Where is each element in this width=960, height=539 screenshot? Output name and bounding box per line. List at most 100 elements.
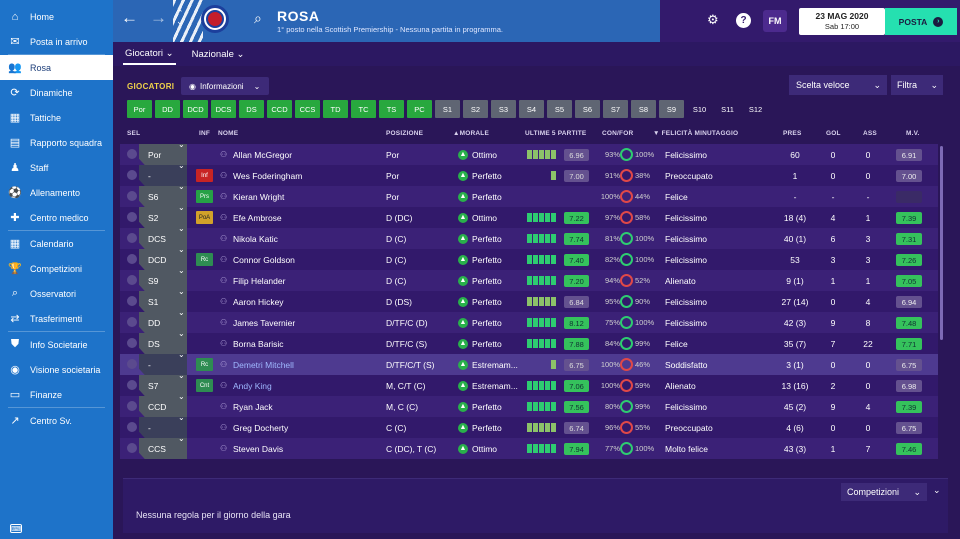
position-chip-s8[interactable]: S8 [631, 100, 656, 118]
forward-arrow-icon[interactable]: → [150, 8, 167, 27]
col-ultime[interactable]: ULTIME 5 PARTITE [525, 130, 587, 137]
selection-dropdown[interactable]: DCS [139, 228, 187, 249]
selection-dropdown[interactable]: S6 [139, 186, 187, 207]
sidebar-item-rosa[interactable]: 👥 Rosa [0, 55, 113, 80]
position-chip-s12[interactable]: S12 [748, 104, 763, 114]
selection-dropdown[interactable]: S2 [139, 207, 187, 228]
sidebar-item-visione-societaria[interactable]: ◉ Visione societaria [0, 357, 113, 382]
select-checkbox[interactable] [127, 275, 137, 285]
table-scrollbar[interactable] [940, 146, 943, 340]
table-row[interactable]: S6⌄Prs⚇Kieran WrightPor▲Perfetto100%44%F… [120, 182, 938, 207]
sidebar-item-staff[interactable]: ♟ Staff [0, 155, 113, 180]
position-chip-ds[interactable]: DS [239, 100, 264, 118]
select-checkbox[interactable] [127, 401, 137, 411]
player-name[interactable]: Wes Foderingham [233, 170, 303, 181]
position-chip-td[interactable]: TD [323, 100, 348, 118]
filter-button[interactable]: Filtra ⌄ [891, 75, 943, 95]
col-mv[interactable]: M.V. [906, 130, 920, 137]
col-nome[interactable]: NOME [218, 130, 239, 137]
sidebar-item-competizioni[interactable]: 🏆 Competizioni [0, 256, 113, 281]
col-ass[interactable]: ASS [863, 130, 877, 137]
continue-button[interactable]: POSTA › [885, 8, 957, 35]
player-name[interactable]: Borna Barisic [233, 338, 284, 349]
select-checkbox[interactable] [127, 254, 137, 264]
position-chip-dcd[interactable]: DCD [183, 100, 208, 118]
position-chip-por[interactable]: Por [127, 100, 152, 118]
col-pres[interactable]: PRES [783, 130, 802, 137]
help-icon[interactable]: ? [736, 13, 751, 28]
sidebar-item-allenamento[interactable]: ⚽ Allenamento [0, 180, 113, 205]
position-chip-tc[interactable]: TC [351, 100, 376, 118]
tab-giocatori[interactable]: Giocatori ⌄ [123, 44, 176, 65]
selection-dropdown[interactable]: - [139, 165, 187, 186]
selection-dropdown[interactable]: CCS [139, 438, 187, 459]
col-gol[interactable]: GOL [826, 130, 841, 137]
selection-dropdown[interactable]: - [139, 354, 187, 375]
select-checkbox[interactable] [127, 380, 137, 390]
player-name[interactable]: Demetri Mitchell [233, 359, 294, 370]
select-checkbox[interactable] [127, 296, 137, 306]
tab-nazionale[interactable]: Nazionale ⌄ [190, 45, 247, 64]
player-name[interactable]: Filip Helander [233, 275, 286, 286]
quick-pick-button[interactable]: Scelta veloce ⌄ [789, 75, 887, 95]
select-checkbox[interactable] [127, 233, 137, 243]
sidebar-item-centro-medico[interactable]: ✚ Centro medico [0, 205, 113, 230]
select-checkbox[interactable] [127, 317, 137, 327]
selection-dropdown[interactable]: DS [139, 333, 187, 354]
sidebar-item-info-societarie[interactable]: ⛊ Info Societarie [0, 332, 113, 357]
position-chip-ts[interactable]: TS [379, 100, 404, 118]
sidebar-item-calendario[interactable]: ▦ Calendario [0, 231, 113, 256]
search-icon[interactable]: ⌕ [254, 10, 262, 26]
position-chip-dd[interactable]: DD [155, 100, 180, 118]
select-checkbox[interactable] [127, 443, 137, 453]
position-chip-ccs[interactable]: CCS [295, 100, 320, 118]
player-name[interactable]: Connor Goldson [233, 254, 295, 265]
player-name[interactable]: James Tavernier [233, 317, 296, 328]
sidebar-item-home[interactable]: ⌂ Home [0, 4, 113, 29]
fm-menu-button[interactable]: FM [763, 10, 787, 32]
selection-dropdown[interactable]: Por [139, 144, 187, 165]
sidebar-item-posta-in-arrivo[interactable]: ✉ Posta in arrivo [0, 29, 113, 54]
player-name[interactable]: Efe Ambrose [233, 212, 282, 223]
position-chip-s6[interactable]: S6 [575, 100, 600, 118]
sidebar-item-rapporto-squadra[interactable]: ▤ Rapporto squadra [0, 130, 113, 155]
sidebar-item-centro-sv-[interactable]: ↗ Centro Sv. [0, 408, 113, 433]
sidebar-item-osservatori[interactable]: ⌕ Osservatori [0, 281, 113, 306]
position-chip-s7[interactable]: S7 [603, 100, 628, 118]
player-name[interactable]: Greg Docherty [233, 422, 289, 433]
col-felicita[interactable]: ▼ FELICITÀ MINUTAGGIO [653, 130, 739, 137]
col-confor[interactable]: CON/FOR [602, 130, 634, 137]
selection-dropdown[interactable]: - [139, 417, 187, 438]
sidebar-item-trasferimenti[interactable]: ⇄ Trasferimenti [0, 306, 113, 331]
back-arrow-icon[interactable]: ← [121, 8, 138, 27]
player-name[interactable]: Steven Davis [233, 443, 284, 454]
select-checkbox[interactable] [127, 191, 137, 201]
player-name[interactable]: Nikola Katic [233, 233, 278, 244]
col-inf[interactable]: INF [199, 130, 211, 137]
sidebar-item-finanze[interactable]: ▭ Finanze [0, 382, 113, 407]
col-posizione[interactable]: POSIZIONE [386, 130, 424, 137]
col-morale[interactable]: ▲MORALE [453, 130, 489, 137]
player-name[interactable]: Kieran Wright [233, 191, 285, 202]
player-name[interactable]: Ryan Jack [233, 401, 273, 412]
col-sel[interactable]: SEL [127, 130, 141, 137]
sidebar-item-tattiche[interactable]: ▦ Tattiche [0, 105, 113, 130]
selection-dropdown[interactable]: DCD [139, 249, 187, 270]
player-name[interactable]: Aaron Hickey [233, 296, 284, 307]
position-chip-dcs[interactable]: DCS [211, 100, 236, 118]
selection-dropdown[interactable]: S9 [139, 270, 187, 291]
position-chip-s2[interactable]: S2 [463, 100, 488, 118]
table-row[interactable]: -⌄Inf⚇Wes FoderinghamPor▲Perfetto7.0091%… [120, 161, 938, 186]
keyboard-icon[interactable]: ⌨ [10, 524, 22, 533]
selection-dropdown[interactable]: DD [139, 312, 187, 333]
select-checkbox[interactable] [127, 149, 137, 159]
select-checkbox[interactable] [127, 422, 137, 432]
